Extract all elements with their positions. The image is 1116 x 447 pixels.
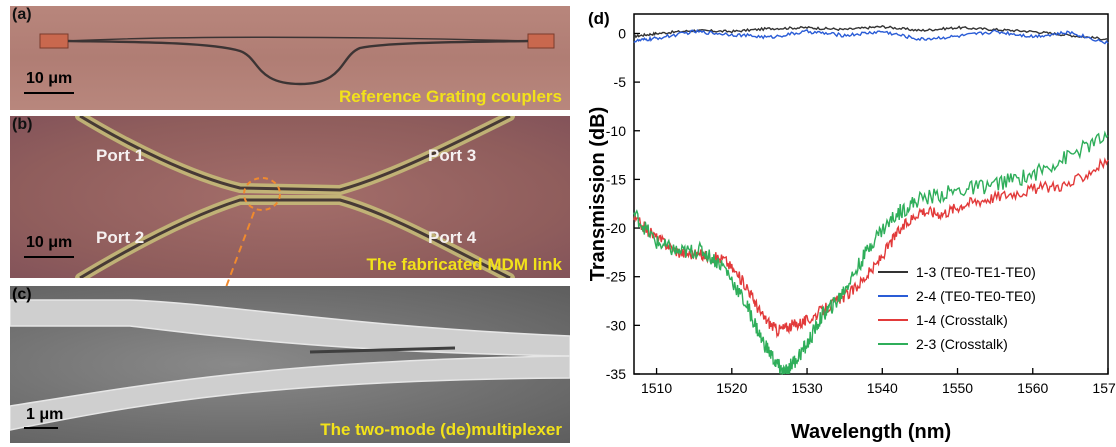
panel-a-scale-label: 10 μm — [26, 70, 73, 87]
mdm-link-drawing — [75, 116, 515, 278]
demultiplexer-drawing — [10, 299, 570, 431]
panel-b-scale-label: 10 μm — [26, 234, 73, 251]
x-tick-label-2: 1530 — [791, 380, 822, 396]
x-tick-label-0: 1510 — [641, 380, 672, 396]
port-3-label: Port 3 — [428, 146, 477, 165]
panel-c-caption: The two-mode (de)multiplexer — [320, 420, 562, 439]
legend-label-2: 1-4 (Crosstalk) — [916, 312, 1008, 328]
panel-a-micrograph: (a) 10 μm Reference Grating couplers — [10, 6, 570, 110]
y-tick-label-0: 0 — [618, 25, 626, 41]
series-line-1 — [633, 29, 1109, 45]
y-tick-label-2: -10 — [606, 123, 626, 139]
x-tick-label-5: 1560 — [1017, 380, 1048, 396]
panel-a-caption: Reference Grating couplers — [339, 87, 562, 106]
x-tick-label-1: 1520 — [716, 380, 747, 396]
y-axis-label: Transmission (dB) — [587, 107, 609, 281]
y-tick-label-5: -25 — [606, 269, 626, 285]
y-tick-label-6: -30 — [606, 317, 626, 333]
port-2-label: Port 2 — [96, 228, 145, 247]
y-tick-label-1: -5 — [614, 74, 627, 90]
reference-waveguide-drawing — [39, 33, 555, 86]
port-4-label: Port 4 — [428, 228, 477, 247]
x-tick-label-3: 1540 — [867, 380, 898, 396]
plot-frame — [633, 13, 1109, 375]
x-axis-label: Wavelength (nm) — [791, 421, 951, 443]
panel-b-caption: The fabricated MDM link — [366, 255, 562, 274]
panel-b-scale-bar — [24, 256, 74, 258]
panel-c-label: (c) — [12, 286, 32, 303]
port-1-label: Port 1 — [96, 146, 145, 165]
panel-a-label: (a) — [12, 6, 32, 23]
series-line-0 — [633, 25, 1109, 41]
y-tick-label-7: -35 — [606, 366, 626, 382]
panel-c-scale-label: 1 μm — [26, 406, 64, 423]
y-tick-label-3: -15 — [606, 171, 626, 187]
legend-label-0: 1-3 (TE0-TE1-TE0) — [916, 264, 1036, 280]
x-tick-label-4: 1550 — [942, 380, 973, 396]
y-tick-label-4: -20 — [606, 220, 626, 236]
series-line-3 — [633, 130, 1109, 375]
panel-b-micrograph: (b) Port 1 Port 2 Port 3 Port 4 10 μm Th… — [10, 116, 570, 278]
panel-b-label: (b) — [12, 116, 33, 133]
panel-c-sem-image: (c) 1 μm The two-mode (de)multiplexer — [10, 286, 570, 443]
chart-panel-label: (d) — [588, 9, 610, 28]
panel-c-scale-bar — [24, 427, 58, 429]
legend-label-1: 2-4 (TE0-TE0-TE0) — [916, 288, 1036, 304]
legend-label-3: 2-3 (Crosstalk) — [916, 336, 1008, 352]
panel-a-scale-bar — [24, 92, 74, 94]
